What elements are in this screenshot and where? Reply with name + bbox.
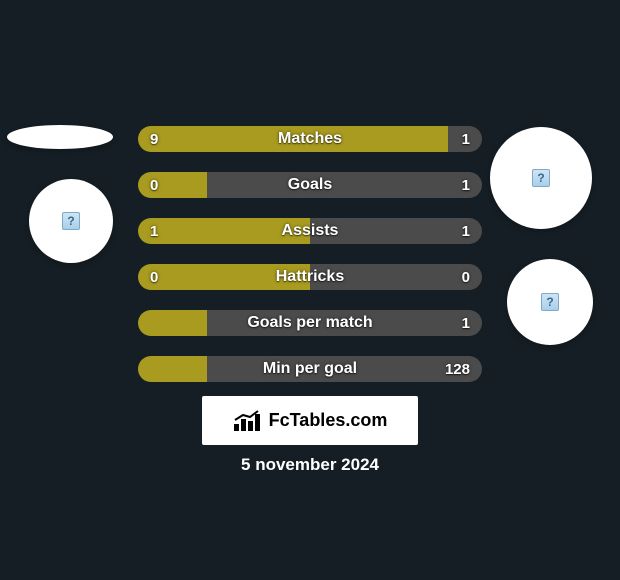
bar-segment-player1 xyxy=(138,172,207,198)
bar-segment-player1 xyxy=(138,356,207,382)
bar-segment-player1 xyxy=(138,310,207,336)
comparison-chart: 91Matches 01Goals 11Assists 00Hattricks 1Goa… xyxy=(138,126,482,402)
brand-badge: FcTables.com xyxy=(202,396,418,445)
bar-segment-player2 xyxy=(448,126,482,152)
stat-row: 01Goals xyxy=(138,172,482,198)
question-icon: ? xyxy=(541,293,559,311)
question-icon: ? xyxy=(62,212,80,230)
chart-icon xyxy=(233,410,263,432)
stat-row: 128Min per goal xyxy=(138,356,482,382)
decoration-circle-bottom-right: ? xyxy=(507,259,593,345)
stat-row: 11Assists xyxy=(138,218,482,244)
bar-segment-player1 xyxy=(138,218,310,244)
bar-segment-player2 xyxy=(207,310,482,336)
decoration-circle-bottom-left: ? xyxy=(29,179,113,263)
bar-segment-player2 xyxy=(207,356,482,382)
question-icon: ? xyxy=(532,169,550,187)
bar-segment-player2 xyxy=(310,264,482,290)
generation-date: 5 november 2024 xyxy=(0,455,620,475)
brand-text: FcTables.com xyxy=(269,410,388,431)
decoration-circle-top-right: ? xyxy=(490,127,592,229)
bar-segment-player2 xyxy=(207,172,482,198)
stat-row: 91Matches xyxy=(138,126,482,152)
decoration-ellipse xyxy=(7,125,113,149)
stat-row: 00Hattricks xyxy=(138,264,482,290)
bar-segment-player1 xyxy=(138,264,310,290)
stat-row: 1Goals per match xyxy=(138,310,482,336)
bar-segment-player2 xyxy=(310,218,482,244)
bar-segment-player1 xyxy=(138,126,448,152)
